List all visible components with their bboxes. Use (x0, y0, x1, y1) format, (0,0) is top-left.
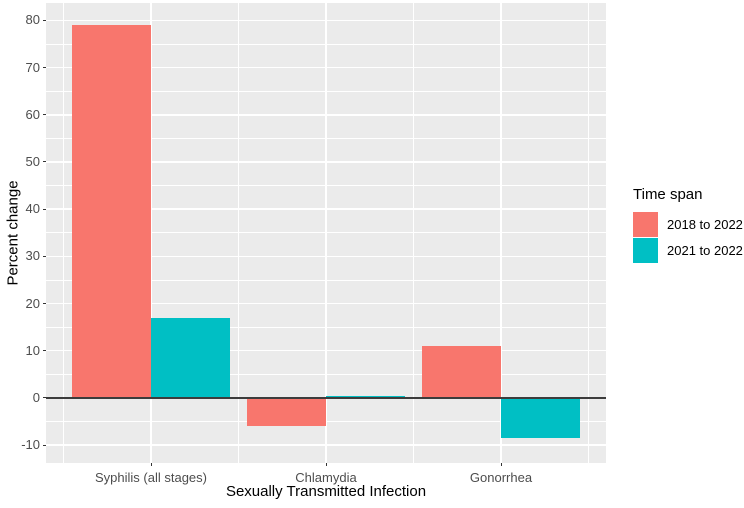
x-tick-label: Syphilis (all stages) (95, 470, 207, 485)
x-tick-mark (325, 463, 327, 466)
x-tick-label: Gonorrhea (469, 470, 533, 485)
bar-2018-to-2022-Gonorrhea (422, 345, 501, 398)
legend-label: 2018 to 2022 (667, 217, 743, 232)
legend: Time span 2018 to 2022 2021 to 2022 (633, 186, 743, 264)
y-tick-mark (43, 350, 46, 352)
y-tick-label: 70 (25, 59, 40, 75)
gridline-minor-v (413, 3, 414, 463)
gridline-major-v (500, 3, 502, 463)
legend-label: 2021 to 2022 (667, 243, 743, 258)
y-tick-label: -10 (21, 437, 40, 453)
gridline-minor-v (63, 3, 64, 463)
bar-2018-to-2022-Syphilis-(all-stages) (72, 25, 151, 398)
bar-2018-to-2022-Chlamydia (247, 397, 326, 427)
gridline-minor-v (588, 3, 589, 463)
y-tick-mark (43, 114, 46, 116)
y-tick-mark (43, 444, 46, 446)
gridline-minor-v (238, 3, 239, 463)
y-tick-mark (43, 208, 46, 210)
y-tick-label: 50 (25, 153, 40, 169)
y-tick-mark (43, 67, 46, 69)
gridline-major-v (325, 3, 327, 463)
bar-2021-to-2022-Syphilis-(all-stages) (151, 317, 230, 398)
y-tick-label: 10 (25, 342, 40, 358)
y-tick-mark (43, 303, 46, 305)
y-axis-title: Percent change (4, 180, 22, 286)
bar-2021-to-2022-Chlamydia (326, 395, 405, 398)
legend-swatch (633, 238, 658, 263)
legend-swatch (633, 212, 658, 237)
y-tick-mark (43, 255, 46, 257)
y-tick-mark (43, 397, 46, 399)
legend-entry: 2018 to 2022 (633, 212, 743, 237)
y-tick-label: 30 (25, 248, 40, 264)
bar-2021-to-2022-Gonorrhea (501, 397, 580, 438)
y-tick-label: 40 (25, 201, 40, 217)
zero-line (46, 397, 606, 399)
x-axis-title: Sexually Transmitted Infection (225, 483, 427, 500)
x-tick-mark (150, 463, 152, 466)
y-tick-label: 20 (25, 295, 40, 311)
y-tick-label: 80 (25, 12, 40, 28)
y-tick-mark (43, 161, 46, 163)
legend-keys: 2018 to 2022 2021 to 2022 (633, 212, 743, 263)
x-tick-label: Chlamydia (295, 470, 357, 485)
legend-entry: 2021 to 2022 (633, 238, 743, 263)
x-tick-mark (500, 463, 502, 466)
legend-title: Time span (633, 186, 703, 203)
plot-panel (46, 3, 606, 463)
y-tick-label: 0 (32, 389, 40, 405)
y-tick-label: 60 (25, 106, 40, 122)
y-tick-mark (43, 19, 46, 21)
